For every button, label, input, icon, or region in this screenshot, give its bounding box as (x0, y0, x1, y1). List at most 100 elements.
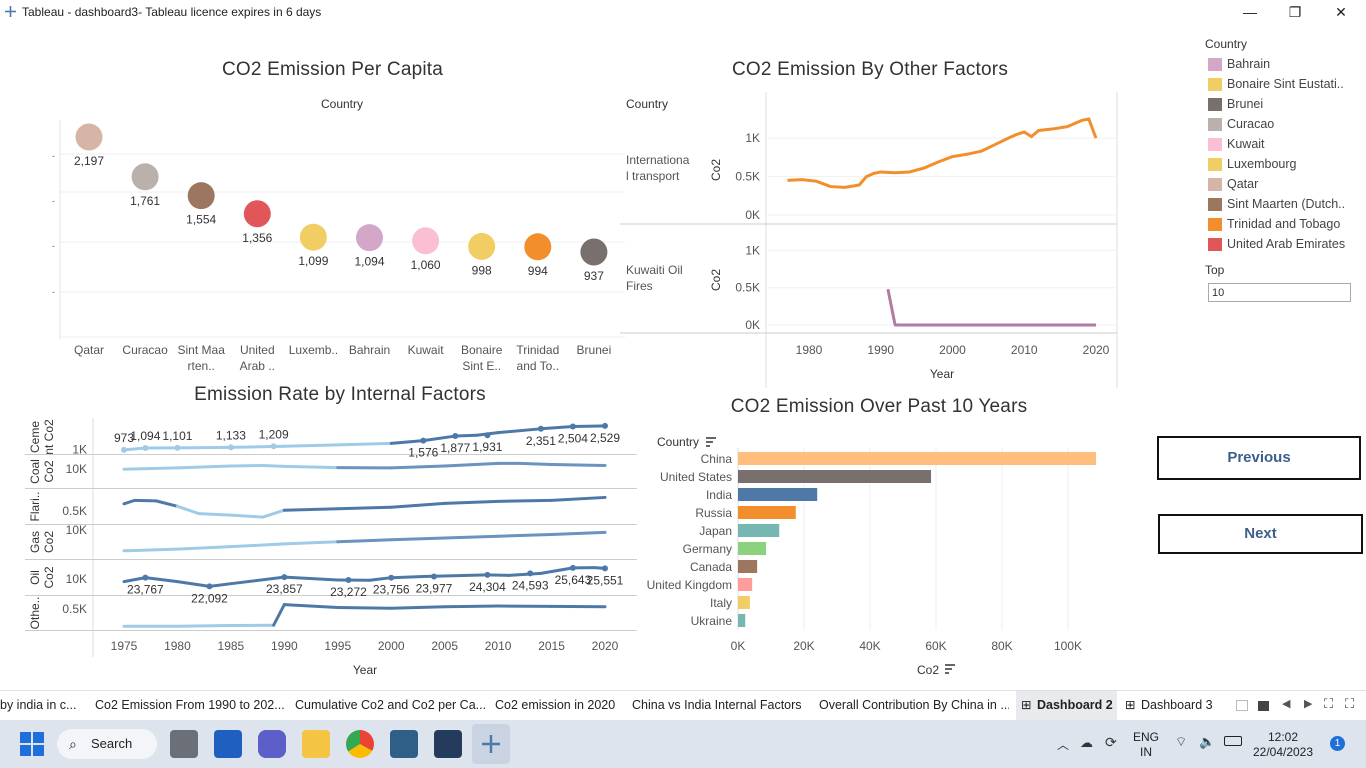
notification-badge[interactable]: 1 (1330, 736, 1345, 751)
sort-icon (945, 664, 955, 674)
volume-icon[interactable]: 🔈 (1199, 734, 1216, 749)
legend-label: Brunei (1227, 97, 1264, 111)
tab-overall-contribution[interactable]: Overall Contribution By China in ... (819, 698, 1009, 712)
y-tick-label: 10K (66, 462, 87, 476)
data-point-luxembourg (299, 223, 327, 251)
file-explorer-icon[interactable] (302, 730, 330, 758)
series-segment (550, 462, 607, 468)
series-segment (336, 441, 393, 447)
x-tick-label: 1980 (164, 639, 191, 653)
x-tick-label: 2010 (485, 639, 512, 653)
minimize-button[interactable]: — (1243, 4, 1257, 20)
chevron-up-icon[interactable]: ︿ (1057, 738, 1070, 752)
update-icon[interactable]: ⟳ (1105, 734, 1117, 750)
tab-cumulative[interactable]: Cumulative Co2 and Co2 per Ca... (295, 698, 485, 712)
per-capita-chart: Country - - - - 2,197 Qatar 1,761 Curacao 1,554 Si… (52, 97, 625, 373)
legend-label: Bonaire Sint Eustati.. (1227, 77, 1344, 91)
series-segment (453, 433, 479, 438)
data-point (602, 565, 608, 572)
other-factors-title: CO2 Emission By Other Factors (731, 59, 1009, 80)
next-button[interactable]: Next (1158, 514, 1363, 554)
series-segment (175, 464, 233, 470)
chrome-icon[interactable] (346, 730, 374, 758)
teams-chat-icon[interactable] (258, 730, 286, 758)
top-filter-input[interactable] (1208, 283, 1351, 302)
chart4-header: Country (657, 435, 699, 449)
bar-canada (738, 560, 758, 573)
y-tick-label: China (701, 452, 733, 466)
maximize-button[interactable]: ❐ (1288, 4, 1302, 20)
language-indicator[interactable]: ENG IN (1128, 730, 1164, 760)
onedrive-icon[interactable]: ☁ (1080, 735, 1093, 750)
presentation-icon[interactable]: ⛶ (1345, 696, 1355, 711)
bar-china (738, 452, 1097, 465)
y-tick-label: 0.5K (62, 504, 87, 518)
series-segment (550, 530, 607, 537)
data-point (569, 423, 576, 430)
fullscreen-icon[interactable]: ⛶ (1324, 696, 1334, 711)
x-tick-label: 1990 (867, 343, 894, 357)
next-sheet-icon[interactable]: ▶ (1304, 698, 1313, 710)
row-label: Co2 (42, 460, 56, 482)
top-filter-label: Top (1205, 263, 1225, 277)
per-capita-title: CO2 Emission Per Capita (221, 59, 444, 80)
data-point (206, 583, 213, 590)
data-label: 23,756 (373, 583, 410, 597)
data-label: 1,356 (242, 231, 272, 245)
vscode-icon[interactable] (434, 730, 462, 758)
x-axis-title: Year (353, 663, 377, 677)
tab-dashboard-3[interactable]: ⊞ Dashboard 3 (1120, 691, 1220, 721)
y-tick-label: Italy (710, 596, 732, 610)
y-tick-label: 0.5K (735, 281, 760, 295)
x-tick-label: 2015 (538, 639, 565, 653)
clock-time: 12:02 (1267, 730, 1299, 744)
x-tick-label: 100K (1054, 639, 1082, 653)
row-label: Fires (626, 279, 653, 293)
data-point (345, 577, 352, 584)
tabs-view-icon[interactable] (1258, 701, 1269, 711)
widgets-icon[interactable] (214, 730, 242, 758)
data-label: 25,551 (587, 573, 624, 587)
data-point (420, 437, 427, 444)
battery-icon[interactable] (1224, 736, 1242, 746)
series-segment (122, 576, 147, 584)
data-label: 1,099 (298, 254, 328, 268)
x-tick-label: 40K (859, 639, 880, 653)
legend-title: Country (1205, 37, 1248, 51)
tab-co2-2020[interactable]: Co2 emission in 2020 (495, 698, 616, 712)
tab-dashboard-2[interactable]: ⊞ Dashboard 2 (1016, 691, 1117, 721)
data-label: 994 (528, 264, 548, 278)
clock[interactable]: 12:02 22/04/2023 (1248, 730, 1318, 760)
data-point-brunei (580, 238, 608, 266)
data-point-united-arab-emirates (243, 200, 271, 228)
close-button[interactable]: ✕ (1335, 4, 1347, 20)
data-label: 1,931 (472, 440, 502, 454)
wifi-icon[interactable]: ⌔ (1175, 734, 1188, 749)
y-tick-label: United Kingdom (647, 578, 732, 592)
prev-sheet-icon[interactable]: ◀ (1282, 698, 1291, 710)
legend-label: Luxembourg (1227, 157, 1297, 171)
legend-label: Kuwait (1227, 137, 1265, 151)
filmstrip-view-icon[interactable] (1236, 700, 1248, 711)
data-label: 2,351 (526, 434, 556, 448)
tableau-public-icon[interactable] (390, 730, 418, 758)
x-tick-label: Bahrain (349, 343, 390, 357)
task-view-icon[interactable] (170, 730, 198, 758)
search-icon: ⌕ (69, 736, 77, 752)
y-tick-label: 0K (745, 208, 760, 222)
data-label: 1,101 (162, 429, 192, 443)
tab-china-vs-india[interactable]: China vs India Internal Factors (632, 698, 802, 712)
data-point (142, 445, 149, 452)
tab-co2-1990-2020[interactable]: Co2 Emission From 1990 to 202... (95, 698, 285, 712)
legend-swatch (1208, 98, 1222, 111)
bar-united-states (738, 470, 932, 483)
windows-start-icon[interactable] (20, 732, 44, 756)
y-tick-label: - (52, 287, 55, 297)
previous-button[interactable]: Previous (1157, 436, 1361, 480)
taskbar-search[interactable]: ⌕ Search (57, 729, 157, 759)
tableau-active-app[interactable] (472, 724, 510, 764)
data-point (142, 574, 149, 581)
x-tick-label: 2000 (939, 343, 966, 357)
tab-by-india[interactable]: by india in c... (0, 698, 77, 712)
data-label: 23,857 (266, 582, 303, 596)
